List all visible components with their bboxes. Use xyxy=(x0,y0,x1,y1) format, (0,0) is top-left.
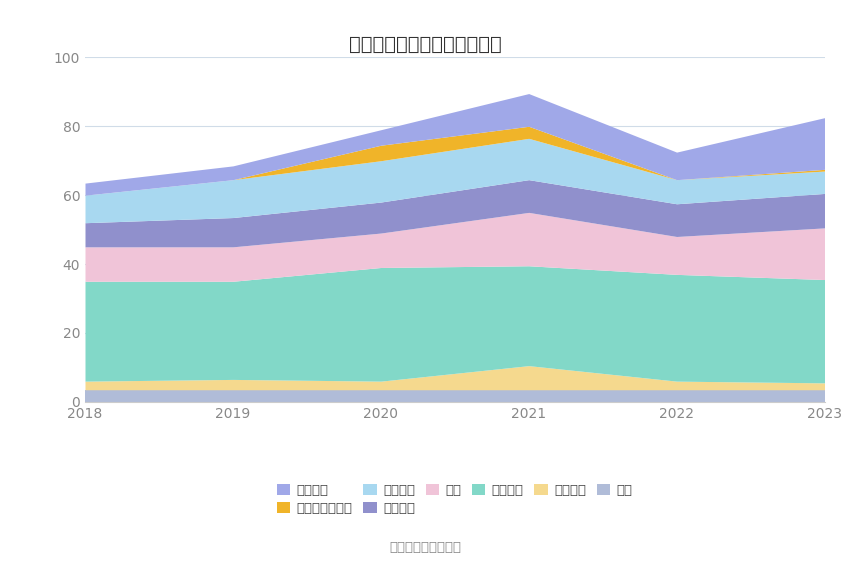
Legend: 货币资金, 交易性金融资产, 应收票据, 应收账款, 存货, 固定资产, 在建工程, 其它: 货币资金, 交易性金融资产, 应收票据, 应收账款, 存货, 固定资产, 在建工… xyxy=(277,484,632,515)
Text: 数据来源：恒生聚源: 数据来源：恒生聚源 xyxy=(389,541,461,554)
Text: 历年主要资产堆积图（亿元）: 历年主要资产堆积图（亿元） xyxy=(348,34,502,53)
